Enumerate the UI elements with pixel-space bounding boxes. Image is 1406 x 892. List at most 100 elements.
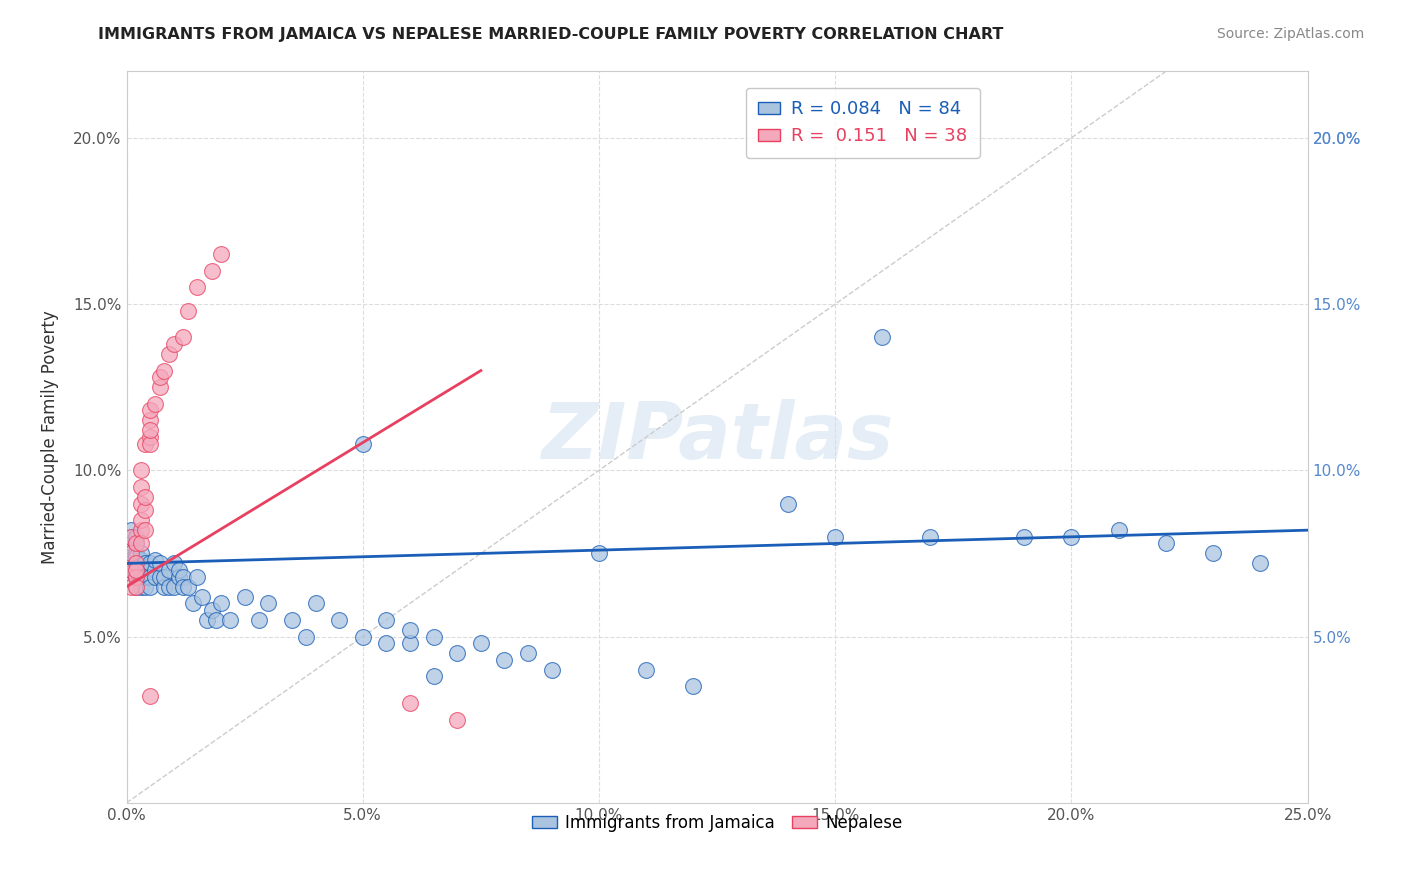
Point xyxy=(219,613,242,627)
Point xyxy=(153,570,176,584)
Point xyxy=(1154,536,1177,550)
Point xyxy=(205,613,228,627)
Point xyxy=(149,380,172,394)
Point xyxy=(120,563,142,577)
Point xyxy=(422,669,444,683)
Point xyxy=(1060,530,1083,544)
Point xyxy=(776,497,799,511)
Point xyxy=(139,580,162,594)
Point xyxy=(200,264,222,278)
Point xyxy=(399,623,422,637)
Point xyxy=(134,523,156,537)
Point xyxy=(143,570,166,584)
Point xyxy=(125,557,148,571)
Text: Source: ZipAtlas.com: Source: ZipAtlas.com xyxy=(1216,27,1364,41)
Point xyxy=(143,563,166,577)
Point xyxy=(143,397,166,411)
Point xyxy=(446,646,468,660)
Point xyxy=(125,536,148,550)
Point xyxy=(352,630,374,644)
Point xyxy=(399,696,422,710)
Point xyxy=(139,403,162,417)
Point xyxy=(157,563,180,577)
Point xyxy=(139,557,162,571)
Point xyxy=(295,630,318,644)
Point xyxy=(125,580,148,594)
Point xyxy=(129,513,152,527)
Legend: Immigrants from Jamaica, Nepalese: Immigrants from Jamaica, Nepalese xyxy=(526,807,908,838)
Point xyxy=(1249,557,1271,571)
Point xyxy=(1202,546,1225,560)
Point xyxy=(120,523,142,537)
Point xyxy=(1108,523,1130,537)
Point xyxy=(209,247,232,261)
Point xyxy=(177,580,200,594)
Point xyxy=(120,557,142,571)
Point xyxy=(134,436,156,450)
Point xyxy=(163,337,186,351)
Point xyxy=(186,280,208,294)
Point xyxy=(125,549,148,564)
Point xyxy=(120,536,142,550)
Point xyxy=(186,570,208,584)
Point xyxy=(540,663,562,677)
Point xyxy=(191,590,214,604)
Point xyxy=(172,330,194,344)
Point xyxy=(139,413,162,427)
Point xyxy=(422,630,444,644)
Point xyxy=(304,596,326,610)
Point xyxy=(134,580,156,594)
Point xyxy=(149,557,172,571)
Point xyxy=(257,596,280,610)
Point xyxy=(153,363,176,377)
Point xyxy=(120,563,142,577)
Point xyxy=(167,570,190,584)
Point xyxy=(125,563,148,577)
Point xyxy=(163,557,186,571)
Point xyxy=(120,530,142,544)
Point xyxy=(139,436,162,450)
Point xyxy=(1012,530,1035,544)
Point xyxy=(172,570,194,584)
Point xyxy=(134,570,156,584)
Point xyxy=(494,653,516,667)
Point xyxy=(125,557,148,571)
Point xyxy=(129,480,152,494)
Point xyxy=(129,563,152,577)
Point xyxy=(129,553,152,567)
Text: ZIPatlas: ZIPatlas xyxy=(541,399,893,475)
Point xyxy=(446,713,468,727)
Point xyxy=(120,530,142,544)
Point xyxy=(129,523,152,537)
Point xyxy=(139,690,162,704)
Point xyxy=(200,603,222,617)
Point xyxy=(153,580,176,594)
Point xyxy=(872,330,894,344)
Point xyxy=(824,530,846,544)
Y-axis label: Married-Couple Family Poverty: Married-Couple Family Poverty xyxy=(41,310,59,564)
Point xyxy=(125,536,148,550)
Point xyxy=(120,546,142,560)
Point xyxy=(125,570,148,584)
Point xyxy=(352,436,374,450)
Point xyxy=(233,590,256,604)
Point xyxy=(120,553,142,567)
Point xyxy=(120,546,142,560)
Point xyxy=(134,490,156,504)
Point xyxy=(636,663,658,677)
Point xyxy=(129,536,152,550)
Point xyxy=(134,563,156,577)
Point xyxy=(134,503,156,517)
Point xyxy=(129,463,152,477)
Point xyxy=(125,563,148,577)
Point xyxy=(209,596,232,610)
Point xyxy=(682,680,704,694)
Point xyxy=(195,613,218,627)
Point xyxy=(129,570,152,584)
Point xyxy=(129,497,152,511)
Point xyxy=(143,553,166,567)
Text: IMMIGRANTS FROM JAMAICA VS NEPALESE MARRIED-COUPLE FAMILY POVERTY CORRELATION CH: IMMIGRANTS FROM JAMAICA VS NEPALESE MARR… xyxy=(98,27,1004,42)
Point xyxy=(125,530,148,544)
Point xyxy=(125,580,148,594)
Point xyxy=(375,613,398,627)
